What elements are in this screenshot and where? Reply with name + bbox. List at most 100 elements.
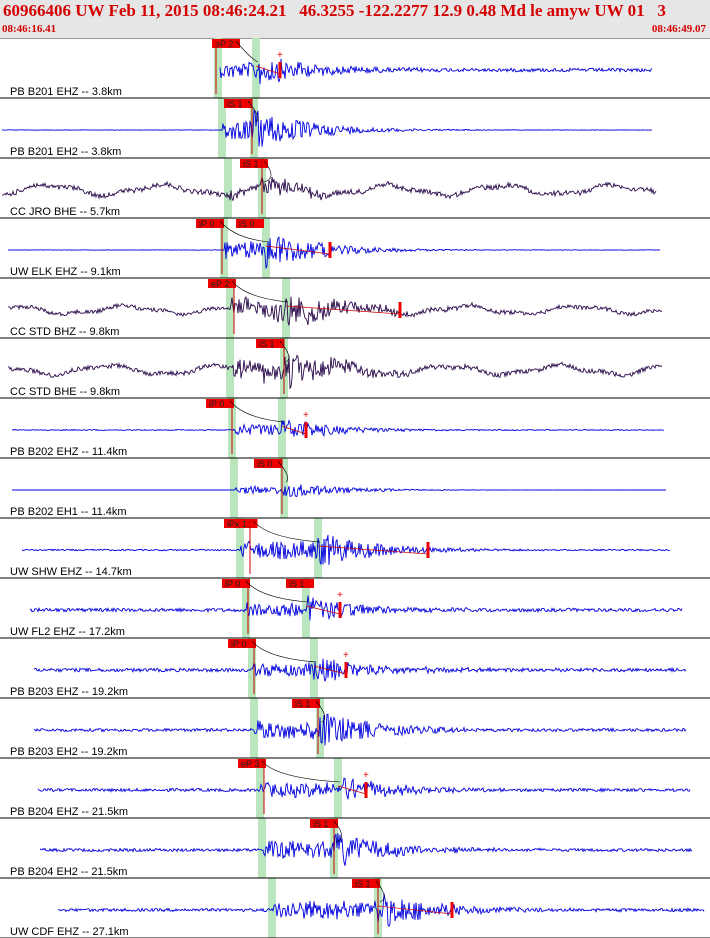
coda-marker xyxy=(328,242,332,258)
station-label: CC JRO BHE -- 5.7km xyxy=(10,206,120,218)
coda-line xyxy=(255,65,281,75)
coda-line xyxy=(305,605,341,615)
travel-time-curve xyxy=(229,400,285,423)
coda-line xyxy=(377,905,453,915)
pick-box xyxy=(196,219,224,228)
station-label: PB B204 EH2 -- 21.5km xyxy=(10,866,127,878)
s-window-band xyxy=(314,518,322,578)
coda-line xyxy=(337,785,367,795)
coda-marker xyxy=(338,602,342,618)
waveform xyxy=(7,236,661,270)
trace-panel: iP 0 iS 0 UW ELK EHZ -- 9.1km xyxy=(0,219,710,279)
trace-panel: eP 2 CC STD BHZ -- 9.8km xyxy=(0,279,710,339)
p-window-band xyxy=(226,338,234,398)
coda-line xyxy=(265,245,331,255)
pick-box xyxy=(206,399,234,408)
pick-label: iP 0 xyxy=(209,399,224,409)
p-window-band xyxy=(214,38,222,98)
station-label: PB B201 EHZ -- 3.8km xyxy=(10,86,122,98)
travel-time-curve xyxy=(247,100,259,123)
coda-marker xyxy=(450,902,454,918)
pick-label: eP 2 xyxy=(215,39,233,49)
pick-label: iS 1 xyxy=(313,819,329,829)
coda-marker xyxy=(278,62,282,78)
waveform xyxy=(33,713,687,746)
trace-panel: iS 1 CC JRO BHE -- 5.7km xyxy=(0,159,710,219)
coda-marker xyxy=(398,302,402,318)
trace-panel: iP 0 iS 1 + UW FL2 EHZ -- 17.2km xyxy=(0,579,710,639)
pick-label: iS 1 xyxy=(259,339,275,349)
travel-time-curve xyxy=(251,640,317,663)
trace-panel: iS 1 CC STD BHE -- 9.8km xyxy=(0,339,710,399)
coda-marker xyxy=(364,782,368,798)
p-window-band xyxy=(230,458,238,518)
waveform xyxy=(7,296,663,326)
waveform xyxy=(2,176,657,202)
travel-time-curve xyxy=(219,220,269,243)
pick-box xyxy=(240,159,268,168)
pick-label: iS 1 xyxy=(355,879,371,889)
p-window-band xyxy=(258,818,266,878)
waveform xyxy=(37,777,691,800)
s-window-band xyxy=(302,578,310,638)
coda-marker xyxy=(304,422,308,438)
waveform xyxy=(57,893,705,928)
station-label: PB B203 EH2 -- 19.2km xyxy=(10,746,127,758)
s-window-band xyxy=(310,638,318,698)
station-label: UW FL2 EHZ -- 17.2km xyxy=(10,626,125,638)
waveform xyxy=(33,658,687,682)
waveform xyxy=(21,534,671,566)
travel-time-curve xyxy=(235,40,259,63)
pick-label: iPx 1 xyxy=(227,519,247,529)
cross-marker: + xyxy=(337,590,343,601)
p-window-band xyxy=(236,518,244,578)
seismogram-plot: eP 2 + PB B201 EHZ -- 3.8km iS 1 PB B201 EH2… xyxy=(0,38,710,938)
pick-label: iP 0 xyxy=(225,579,240,589)
trace-panel: iP 0 + PB B202 EHZ -- 11.4km xyxy=(0,399,710,459)
travel-time-curve xyxy=(245,580,309,603)
pick-box xyxy=(256,339,284,348)
pick-label: eP 3 xyxy=(241,759,259,769)
station-label: PB B201 EH2 -- 3.8km xyxy=(10,146,121,158)
event-header: 60966406 UW Feb 11, 2015 08:46:24.21 46.… xyxy=(0,0,710,39)
time-start-label: 08:46:16.41 xyxy=(2,23,57,35)
pick-box xyxy=(228,639,256,648)
p-window-band xyxy=(268,878,276,938)
second-pick-label: iS 1 xyxy=(289,579,305,589)
travel-time-curve xyxy=(333,820,342,843)
trace-panel: iP 0 + PB B203 EHZ -- 19.2km xyxy=(0,639,710,699)
trace-panel: iS 0 PB B202 EH1 -- 11.4km xyxy=(0,459,710,519)
event-title: 60966406 UW Feb 11, 2015 08:46:24.21 46.… xyxy=(3,1,666,20)
waveform xyxy=(39,833,693,866)
trace-panel: iS 1 PB B204 EH2 -- 21.5km xyxy=(0,819,710,879)
travel-time-curve xyxy=(253,520,321,543)
second-pick-box xyxy=(286,579,314,588)
station-label: CC STD BHE -- 9.8km xyxy=(10,386,120,398)
pick-box xyxy=(224,99,252,108)
coda-marker xyxy=(344,662,348,678)
pick-box xyxy=(222,579,250,588)
coda-line xyxy=(285,305,401,315)
station-label: UW ELK EHZ -- 9.1km xyxy=(10,266,121,278)
coda-line xyxy=(313,665,347,675)
coda-line xyxy=(317,545,429,555)
travel-time-curve xyxy=(277,460,289,483)
pick-box xyxy=(352,879,380,888)
cross-marker: + xyxy=(277,50,283,61)
time-end-label: 08:46:49.07 xyxy=(651,23,706,35)
travel-time-curve xyxy=(263,160,272,183)
s-window-band xyxy=(278,398,286,458)
pick-label: eP 2 xyxy=(211,279,229,289)
s-window-band xyxy=(250,98,258,158)
waveform xyxy=(11,419,665,437)
pick-label: iS 1 xyxy=(295,699,311,709)
pick-box xyxy=(292,699,320,708)
cross-marker: + xyxy=(343,650,349,661)
second-pick-label: iS 0 xyxy=(239,219,255,229)
trace-panel: iS 1 UW CDF EHZ -- 27.1km xyxy=(0,879,710,938)
pick-box xyxy=(310,819,338,828)
trace-panel: eP 3 + PB B204 EHZ -- 21.5km xyxy=(0,759,710,819)
pick-label: iS 0 xyxy=(257,459,273,469)
station-label: UW SHW EHZ -- 14.7km xyxy=(10,566,132,578)
pick-box xyxy=(254,459,282,468)
